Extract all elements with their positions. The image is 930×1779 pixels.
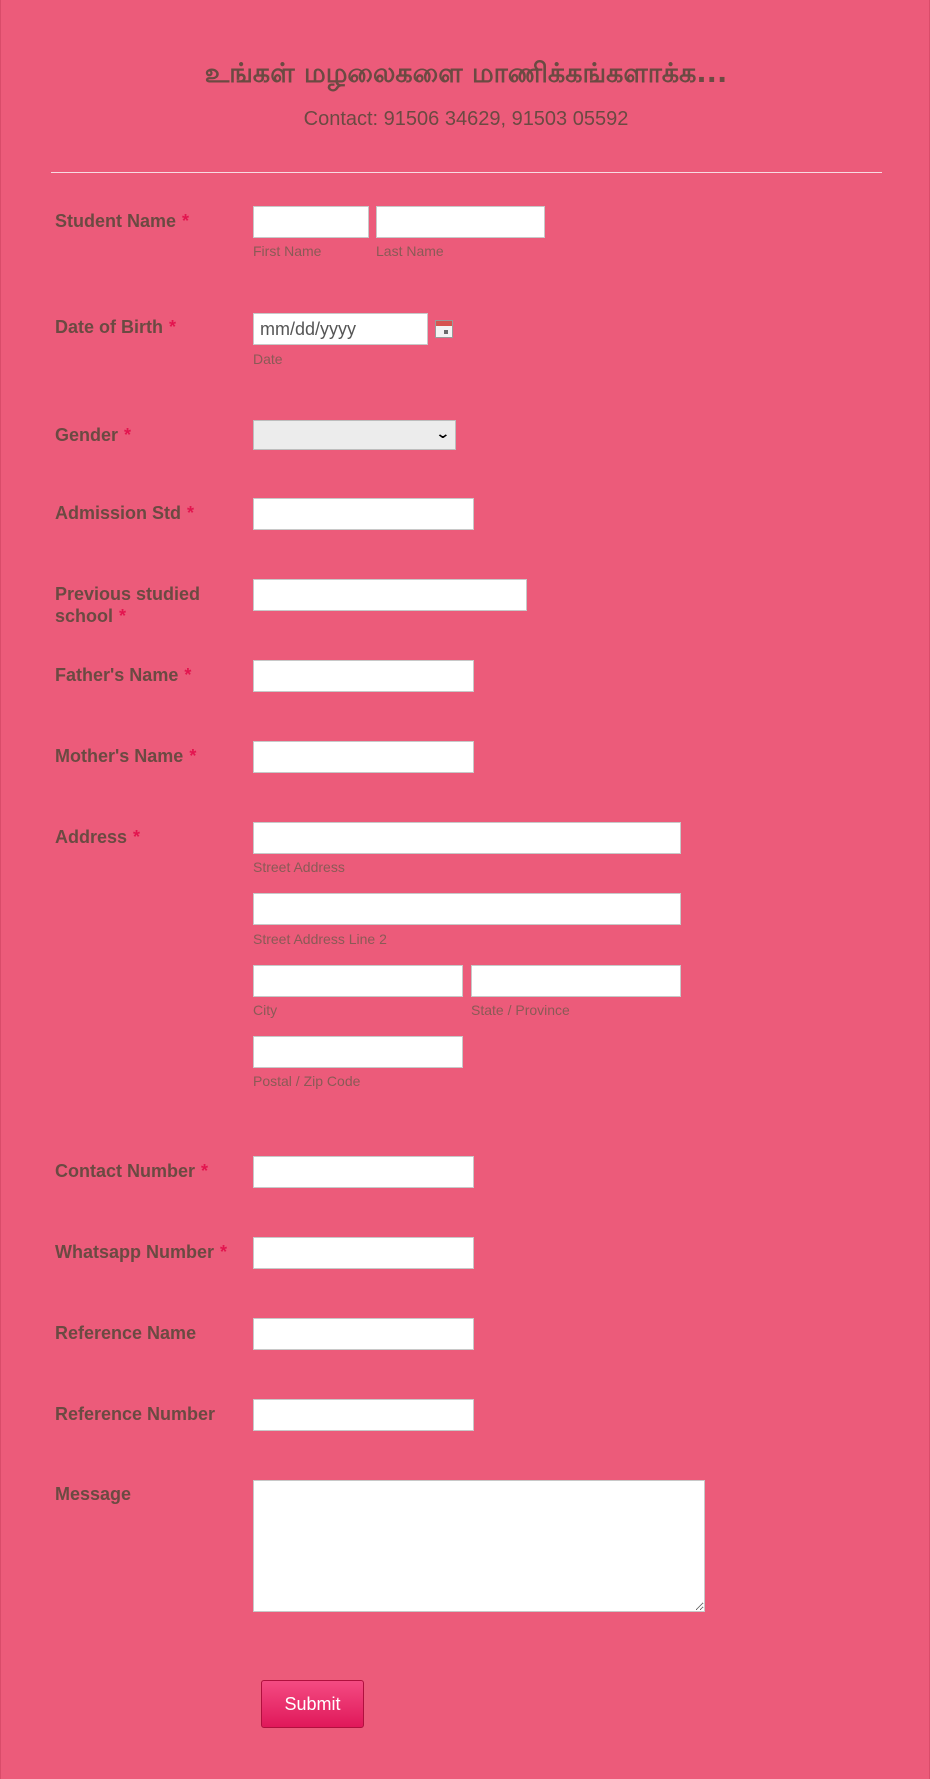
- mother-name-input[interactable]: [253, 741, 474, 773]
- first-name-sublabel: First Name: [253, 243, 322, 259]
- required-marker: *: [187, 503, 195, 523]
- form-header: உங்கள் மழலைகளை மாணிக்கங்களாக்க... Contac…: [51, 58, 881, 131]
- form-title: உங்கள் மழலைகளை மாணிக்கங்களாக்க...: [204, 58, 728, 89]
- previous-school-input[interactable]: [253, 579, 527, 611]
- address-label: Address *: [55, 827, 141, 847]
- required-marker: *: [184, 665, 192, 685]
- whatsapp-number-input[interactable]: [253, 1237, 474, 1269]
- gender-label: Gender *: [55, 425, 132, 445]
- postal-code-input[interactable]: [253, 1036, 463, 1068]
- required-marker: *: [124, 425, 132, 445]
- required-marker: *: [189, 746, 197, 766]
- gender-select[interactable]: ⌄: [253, 420, 456, 450]
- message-label: Message: [55, 1484, 132, 1504]
- dob-label: Date of Birth *: [55, 317, 177, 337]
- previous-school-label: Previous studied school *: [55, 584, 201, 626]
- father-name-input[interactable]: [253, 660, 474, 692]
- form-contact: Contact: 91506 34629, 91503 05592: [303, 108, 629, 130]
- father-name-label: Father's Name *: [55, 665, 192, 685]
- last-name-input[interactable]: [376, 206, 545, 238]
- dob-sublabel: Date: [253, 351, 283, 367]
- chevron-down-icon: ⌄: [435, 426, 451, 442]
- reference-number-input[interactable]: [253, 1399, 474, 1431]
- required-marker: *: [220, 1242, 228, 1262]
- last-name-sublabel: Last Name: [376, 243, 444, 259]
- required-marker: *: [182, 211, 190, 231]
- calendar-icon[interactable]: [435, 320, 453, 338]
- state-province-sublabel: State / Province: [471, 1002, 570, 1018]
- submit-button[interactable]: Submit: [261, 1680, 364, 1728]
- whatsapp-number-label: Whatsapp Number *: [55, 1242, 228, 1262]
- required-marker: *: [133, 827, 141, 847]
- dob-input[interactable]: [253, 313, 428, 345]
- mother-name-label: Mother's Name *: [55, 746, 197, 766]
- street-address-line2-input[interactable]: [253, 893, 681, 925]
- street-address-sublabel: Street Address: [253, 859, 345, 875]
- street-address-input[interactable]: [253, 822, 681, 854]
- postal-code-sublabel: Postal / Zip Code: [253, 1073, 361, 1089]
- street-address-line2-sublabel: Street Address Line 2: [253, 931, 387, 947]
- city-sublabel: City: [253, 1002, 278, 1018]
- contact-number-label: Contact Number *: [55, 1161, 209, 1181]
- required-marker: *: [119, 606, 127, 626]
- state-province-input[interactable]: [471, 965, 681, 997]
- first-name-input[interactable]: [253, 206, 369, 238]
- reference-name-input[interactable]: [253, 1318, 474, 1350]
- required-marker: *: [201, 1161, 209, 1181]
- header-divider: [51, 172, 882, 173]
- reference-number-label: Reference Number: [55, 1404, 216, 1424]
- city-input[interactable]: [253, 965, 463, 997]
- calendar-icon-header: [436, 321, 452, 326]
- reference-name-label: Reference Name: [55, 1323, 197, 1343]
- contact-number-input[interactable]: [253, 1156, 474, 1188]
- required-marker: *: [169, 317, 177, 337]
- student-name-label: Student Name *: [55, 211, 190, 231]
- admission-std-label: Admission Std *: [55, 503, 195, 523]
- admission-std-input[interactable]: [253, 498, 474, 530]
- calendar-icon-day: [444, 330, 448, 334]
- message-textarea[interactable]: [253, 1480, 705, 1612]
